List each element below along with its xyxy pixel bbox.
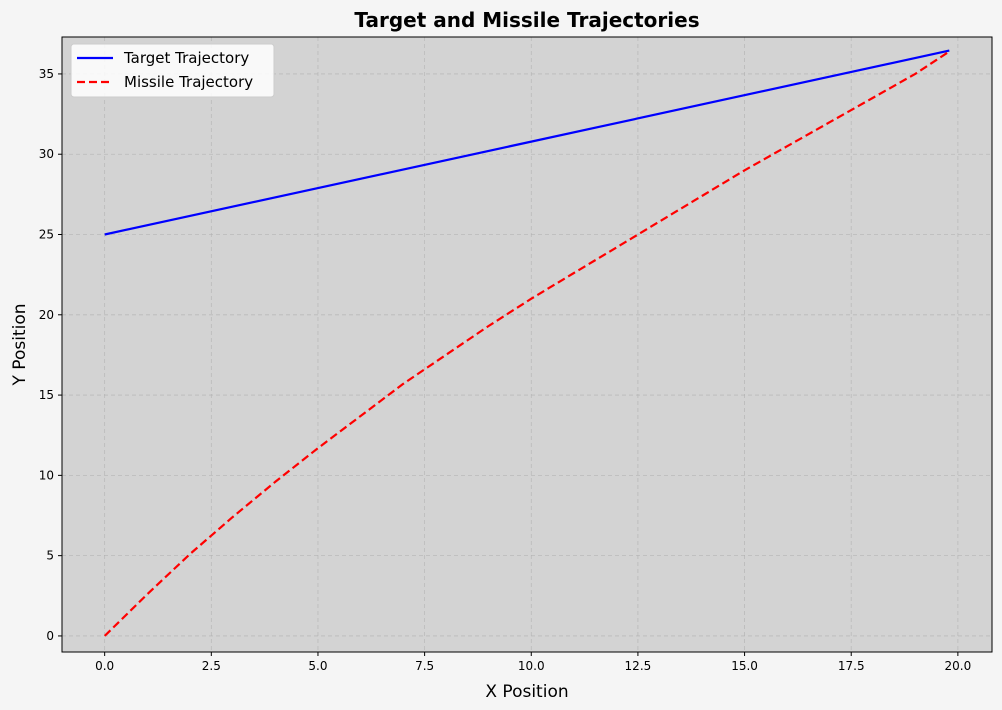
y-tick-label: 20 bbox=[39, 308, 54, 322]
x-tick-label: 0.0 bbox=[95, 659, 114, 673]
x-tick-label: 12.5 bbox=[625, 659, 652, 673]
grid bbox=[62, 37, 992, 652]
plot-area bbox=[62, 37, 992, 652]
ticks: 0.0 2.5 5.0 7.5 10.0 12.5 15.0 17.5 20.0 0 5 10 15 20… bbox=[39, 67, 972, 673]
y-axis-label: Y Position bbox=[10, 304, 30, 387]
y-tick-label: 15 bbox=[39, 388, 54, 402]
x-tick-label: 15.0 bbox=[731, 659, 758, 673]
series-layer bbox=[103, 49, 950, 637]
y-tick-label: 25 bbox=[39, 228, 54, 242]
legend-entry: Target Trajectory bbox=[123, 49, 249, 67]
x-tick-label: 17.5 bbox=[838, 659, 865, 673]
y-tick-label: 35 bbox=[39, 67, 54, 81]
chart-title: Target and Missile Trajectories bbox=[354, 8, 699, 32]
x-tick-label: 2.5 bbox=[202, 659, 221, 673]
x-tick-label: 10.0 bbox=[518, 659, 545, 673]
legend-entry: Missile Trajectory bbox=[124, 73, 253, 91]
series-line-missile bbox=[103, 50, 950, 637]
x-tick-label: 20.0 bbox=[945, 659, 972, 673]
series-line-target bbox=[104, 49, 950, 236]
y-tick-label: 5 bbox=[46, 549, 54, 563]
legend: Target Trajectory Missile Trajectory bbox=[70, 43, 275, 98]
y-tick-label: 10 bbox=[39, 468, 54, 482]
y-tick-label: 30 bbox=[39, 147, 54, 161]
x-axis-label: X Position bbox=[485, 682, 568, 702]
y-tick-label: 0 bbox=[46, 629, 54, 643]
plot-frame bbox=[61, 36, 993, 653]
x-tick-label: 7.5 bbox=[415, 659, 434, 673]
legend-box bbox=[70, 43, 275, 98]
x-tick-label: 5.0 bbox=[308, 659, 327, 673]
